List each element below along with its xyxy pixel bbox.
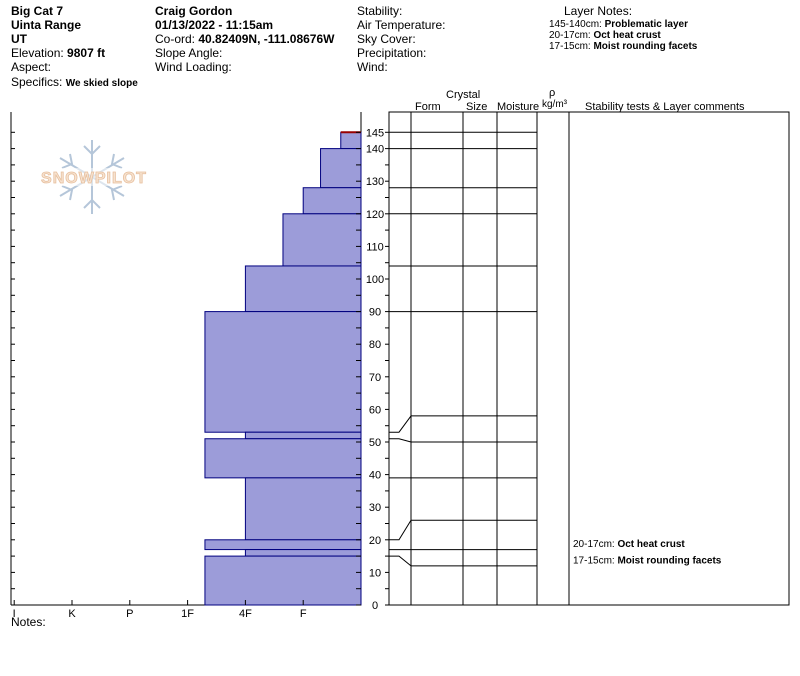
hardness-layer <box>340 131 362 150</box>
stability-comments-header: Stability tests & Layer comments <box>585 101 745 113</box>
specifics-value: We skied slope <box>65 78 138 89</box>
aspect-label: Aspect: <box>11 60 52 74</box>
height-tick-label: 0 <box>372 600 378 612</box>
layer-boundary-connector <box>389 438 412 443</box>
hardness-layer <box>204 555 362 606</box>
precipitation-label: Precipitation: <box>357 46 427 60</box>
hardness-layer <box>244 265 362 313</box>
layer-boundary-connector <box>389 415 412 433</box>
layer-comment-range: 17-15cm: <box>573 555 617 566</box>
hardness-tick-label: F <box>300 608 307 620</box>
height-tick-label: 70 <box>369 372 381 384</box>
elevation-value: 9807 ft <box>67 46 106 60</box>
height-tick-label: 100 <box>366 274 384 286</box>
logo-text: SNOWPILOT <box>41 170 147 187</box>
snowflake-icon <box>59 140 125 214</box>
layer-comment: 17-15cm: Moist rounding facets <box>573 555 722 566</box>
layer-table-frame <box>388 111 790 606</box>
hardness-layer <box>204 539 362 551</box>
notes-label: Notes: <box>11 615 46 629</box>
air-temperature-label: Air Temperature: <box>357 18 446 32</box>
hardness-layer <box>204 311 362 433</box>
height-tick-label: 90 <box>369 307 381 319</box>
layer-note-1: 145-140cm: Problematic layer <box>549 19 688 30</box>
moisture-header: Moisture <box>497 101 539 113</box>
layer-table-rows <box>389 131 537 567</box>
site-name: Big Cat 7 <box>11 4 64 18</box>
height-tick-label: 110 <box>366 241 384 253</box>
height-tick-label: 145 <box>366 127 384 139</box>
stability-label: Stability: <box>357 4 403 18</box>
height-axis-ticks: 0 10 20 30 40 50 60 70 80 90 100 110 120 130 140 145 <box>11 127 389 612</box>
form-header: Form <box>415 101 441 113</box>
hardness-layers <box>204 131 362 606</box>
mountain-range: Uinta Range <box>11 18 82 32</box>
layer-comment-range: 20-17cm: <box>573 539 617 550</box>
hardness-layer <box>302 187 362 215</box>
height-tick-label: 140 <box>366 144 384 156</box>
height-tick-label: 20 <box>369 535 381 547</box>
layer-comment-text: Oct heat crust <box>617 539 685 550</box>
state: UT <box>11 32 27 46</box>
hardness-tick-label: P <box>126 608 133 620</box>
wind-label: Wind: <box>357 60 388 74</box>
coord-value: 40.82409N, -111.08676W <box>198 32 335 46</box>
layer-note-2: 20-17cm: Oct heat crust <box>549 30 661 41</box>
observation-datetime: 01/13/2022 - 11:15am <box>155 18 274 32</box>
coord-label: Co-ord: <box>155 32 196 46</box>
elevation: Elevation: 9807 ft <box>11 46 105 60</box>
snowpilot-logo: SNOWPILOT <box>35 140 155 214</box>
height-tick-label: 60 <box>369 404 381 416</box>
hardness-tick-label: 4F <box>239 608 252 620</box>
rho-header: ρ <box>549 87 555 99</box>
specifics-label: Specifics: <box>11 75 63 89</box>
height-tick-label: 50 <box>369 437 381 449</box>
layer-boundary-connector <box>389 519 412 541</box>
observer-name: Craig Gordon <box>155 4 233 18</box>
hardness-axis: I K P 1F 4F F <box>13 600 307 620</box>
hardness-layer <box>204 438 362 479</box>
height-tick-label: 30 <box>369 502 381 514</box>
hardness-layer <box>244 431 362 440</box>
height-tick-label: 120 <box>366 209 384 221</box>
elevation-label: Elevation: <box>11 46 64 60</box>
slope-angle-label: Slope Angle: <box>155 46 223 60</box>
hardness-tick-label: I <box>13 608 16 620</box>
hardness-layer <box>244 549 362 557</box>
crystal-header: Crystal <box>446 89 480 101</box>
hardness-tick-label: K <box>68 608 76 620</box>
layer-note-3: 17-15cm: Moist rounding facets <box>549 41 698 52</box>
density-unit-header: kg/m³ <box>542 99 568 110</box>
hardness-tick-label: 1F <box>181 608 194 620</box>
layer-notes-title: Layer Notes: <box>564 4 633 18</box>
hardness-layer <box>244 477 362 541</box>
hardness-layer <box>320 148 362 189</box>
layer-comment-text: Moist rounding facets <box>617 555 721 566</box>
height-tick-label: 130 <box>366 176 384 188</box>
wind-loading-label: Wind Loading: <box>155 60 232 74</box>
layer-comment: 20-17cm: Oct heat crust <box>573 539 685 550</box>
specifics: Specifics: We skied slope <box>11 75 138 91</box>
layer-boundary-connector <box>389 555 412 567</box>
height-tick-label: 10 <box>369 567 381 579</box>
size-header: Size <box>466 101 487 113</box>
height-tick-label: 40 <box>369 470 381 482</box>
coordinates: Co-ord: 40.82409N, -111.08676W <box>155 32 334 46</box>
sky-cover-label: Sky Cover: <box>357 32 416 46</box>
height-tick-label: 80 <box>369 339 381 351</box>
hardness-layer <box>282 213 362 267</box>
